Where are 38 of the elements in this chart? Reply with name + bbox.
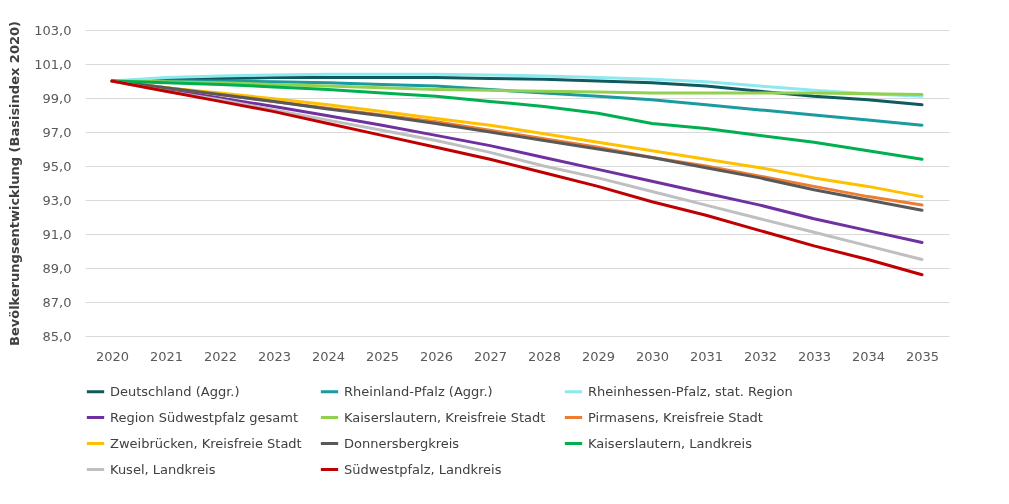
x-tick-label: 2023 <box>257 348 292 364</box>
legend-label: Deutschland (Aggr.) <box>110 383 240 399</box>
legend-label: Rheinland-Pfalz (Aggr.) <box>344 383 493 399</box>
y-tick-label: 91,0 <box>42 226 72 242</box>
y-tick-label: 89,0 <box>42 260 72 276</box>
x-tick-label: 2034 <box>851 348 886 364</box>
y-tick-label: 101,0 <box>34 56 72 72</box>
x-tick-label: 2030 <box>635 348 670 364</box>
x-tick-label: 2032 <box>743 348 778 364</box>
legend-label: Donnersbergkreis <box>344 435 460 451</box>
y-tick-label: 95,0 <box>42 158 72 174</box>
legend-label: Kaiserslautern, Kreisfreie Stadt <box>344 409 546 425</box>
x-tick-label: 2028 <box>527 348 562 364</box>
legend-label: Kusel, Landkreis <box>110 461 216 477</box>
x-tick-label: 2027 <box>473 348 508 364</box>
legend-label: Pirmasens, Kreisfreie Stadt <box>588 409 763 425</box>
x-tick-label: 2024 <box>311 348 346 364</box>
legend-label: Kaiserslautern, Landkreis <box>588 435 753 451</box>
x-tick-label: 2035 <box>905 348 940 364</box>
y-tick-label: 87,0 <box>42 294 72 310</box>
x-tick-label: 2022 <box>203 348 238 364</box>
legend-label: Region Südwestpfalz gesamt <box>110 409 298 425</box>
x-tick-label: 2031 <box>689 348 724 364</box>
y-tick-label: 99,0 <box>42 90 72 106</box>
legend-label: Südwestpfalz, Landkreis <box>344 461 502 477</box>
x-tick-label: 2020 <box>95 348 130 364</box>
x-tick-label: 2029 <box>581 348 616 364</box>
y-axis-title: Bevölkerungsentwicklung (Basisindex 2020) <box>7 21 23 346</box>
y-tick-label: 103,0 <box>34 22 72 38</box>
y-tick-label: 93,0 <box>42 192 72 208</box>
x-tick-label: 2033 <box>797 348 832 364</box>
y-tick-label: 97,0 <box>42 124 72 140</box>
x-tick-label: 2021 <box>149 348 184 364</box>
legend-label: Zweibrücken, Kreisfreie Stadt <box>110 435 302 451</box>
x-tick-label: 2025 <box>365 348 400 364</box>
legend-label: Rheinhessen-Pfalz, stat. Region <box>588 383 793 399</box>
y-tick-label: 85,0 <box>42 328 72 344</box>
x-tick-label: 2026 <box>419 348 454 364</box>
